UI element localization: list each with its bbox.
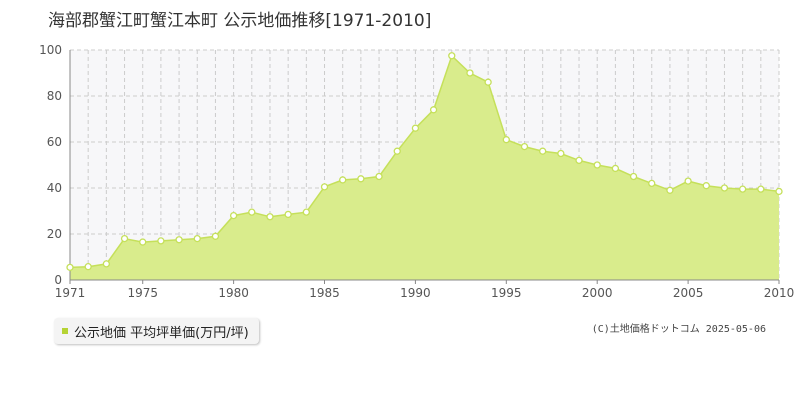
x-tick-label: 2010	[764, 286, 795, 300]
data-point	[684, 177, 692, 185]
data-point	[393, 147, 401, 155]
data-point	[557, 149, 565, 158]
data-point	[157, 237, 165, 245]
data-point	[611, 164, 620, 173]
series-line	[69, 54, 780, 269]
x-tick-label: 1971	[55, 286, 86, 300]
data-point	[502, 136, 510, 144]
y-tick-label: 80	[47, 89, 62, 103]
y-tick-label: 40	[47, 181, 62, 195]
data-point	[629, 172, 638, 181]
data-point	[720, 184, 729, 192]
y-tick-labels: 0 20 40 60 80 100	[39, 43, 62, 287]
legend-swatch	[62, 328, 68, 334]
data-point	[302, 208, 310, 216]
data-point	[775, 187, 783, 196]
data-point	[211, 232, 220, 240]
data-point	[448, 52, 456, 60]
area-fill	[70, 55, 779, 280]
data-point	[484, 78, 492, 86]
y-tick-label: 20	[47, 227, 62, 241]
data-point	[339, 176, 347, 184]
data-point	[120, 234, 129, 243]
y-tick-label: 100	[39, 43, 62, 57]
data-point	[702, 182, 710, 190]
data-point	[66, 263, 74, 272]
data-point	[84, 263, 92, 271]
axes	[69, 50, 779, 281]
data-points	[66, 52, 783, 272]
x-tick-label: 1995	[491, 286, 522, 300]
data-point	[539, 147, 547, 155]
x-tick-label: 2005	[673, 286, 704, 300]
data-point	[757, 185, 765, 193]
x-tick-label: 1985	[309, 286, 340, 300]
data-point	[266, 213, 274, 221]
data-point	[375, 172, 383, 181]
data-point	[248, 208, 256, 216]
data-point	[320, 183, 329, 191]
data-point	[575, 156, 583, 165]
data-point	[229, 211, 238, 220]
data-point	[738, 185, 747, 193]
x-tick-label: 1980	[218, 286, 249, 300]
data-point	[466, 69, 474, 77]
chart-title: 海部郡蟹江町蟹江本町 公示地価推移[1971-2010]	[48, 11, 432, 31]
x-tick-labels: 1971 1975 1980 1985 1990 1995 2000 2005 2010	[55, 280, 795, 300]
data-point	[520, 142, 529, 151]
data-point	[593, 161, 601, 169]
data-point	[648, 179, 656, 188]
x-tick-label: 1990	[400, 286, 431, 300]
x-tick-label: 2000	[582, 286, 613, 300]
data-point	[139, 238, 147, 246]
data-point	[102, 260, 111, 268]
data-point	[284, 210, 292, 219]
data-point	[175, 236, 183, 244]
legend: 公示地価 平均坪単価(万円/坪)	[54, 318, 259, 344]
legend-entry: 公示地価 平均坪単価(万円/坪)	[74, 325, 249, 341]
data-point	[193, 234, 201, 243]
data-point	[666, 186, 674, 194]
y-tick-label: 0	[54, 273, 62, 287]
data-point	[357, 175, 365, 183]
y-tick-label: 60	[47, 135, 62, 149]
x-tick-label: 1975	[127, 286, 158, 300]
copyright: (C)土地価格ドットコム 2025-05-06	[591, 324, 766, 335]
data-point	[411, 124, 420, 132]
data-point	[429, 106, 438, 114]
